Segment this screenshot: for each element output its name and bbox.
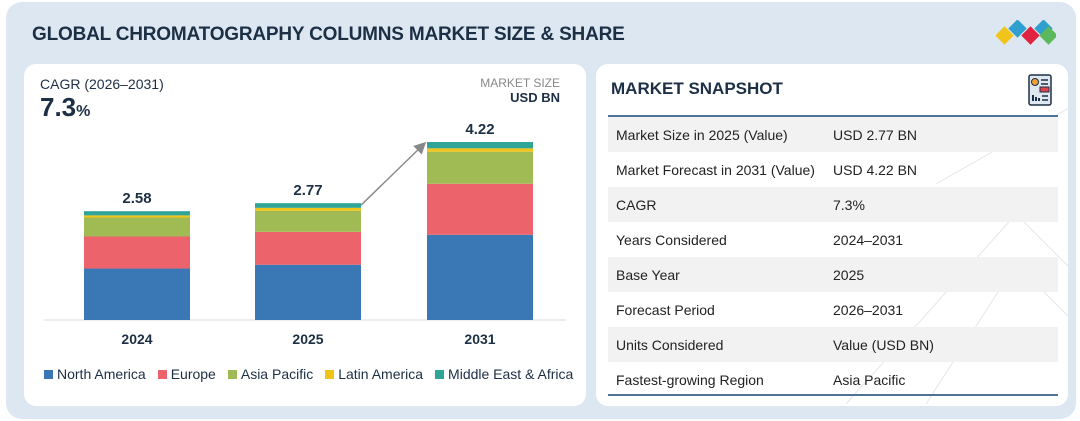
x-tick-label: 2025 [292,331,323,347]
legend-item: Europe [157,366,216,382]
bar-segment-middle-east-africa [255,203,361,208]
bar-segment-asia-pacific [84,217,190,237]
bar-segment-latin-america [84,215,190,218]
bar-segment-asia-pacific [255,210,361,232]
snapshot-row: Market Size in 2025 (Value) USD 2.77 BN [608,117,1058,152]
bar-segment-middle-east-africa [427,142,533,149]
snapshot-row-label: Forecast Period [616,301,715,318]
legend-swatch [227,369,237,379]
snapshot-row-label: Units Considered [616,336,724,353]
market-size-chart-card: CAGR (2026–2031) 7.3% MARKET SIZE USD BN… [24,64,586,406]
snapshot-row: Units Considered Value (USD BN) [608,327,1058,362]
bar-total-label: 2.58 [122,190,151,207]
legend-item: Asia Pacific [227,366,314,382]
snapshot-row-value: Value (USD BN) [833,336,934,353]
snapshot-row-label: Fastest-growing Region [616,371,764,388]
brand-diamonds-icon [996,20,1056,45]
snapshot-row: Base Year 2025 [608,257,1058,292]
snapshot-top-rule [608,115,1058,117]
market-size-unit: USD BN [510,90,560,105]
legend-label: Asia Pacific [240,366,314,382]
legend-swatch [435,369,445,379]
report-icon [1028,74,1052,106]
legend-label: Europe [170,366,216,382]
x-tick-label: 2024 [121,331,152,347]
cagr-label: CAGR (2026–2031) [40,76,164,92]
snapshot-row-value: 2025 [833,266,865,283]
bar-segment-latin-america [255,207,361,211]
snapshot-row: Years Considered 2024–2031 [608,222,1058,257]
snapshot-row: Market Forecast in 2031 (Value) USD 4.22 … [608,152,1058,187]
legend-label: Middle East & Africa [448,366,574,382]
snapshot-row-label: CAGR [616,196,657,213]
legend-item: North America [44,366,146,382]
snapshot-row-value: USD 2.77 BN [833,126,918,143]
x-tick-label: 2031 [464,331,495,347]
bar-segment-europe [255,231,361,265]
snapshot-bottom-rule [608,394,1058,396]
snapshot-row: Fastest-growing Region Asia Pacific [608,362,1058,397]
bar-segment-latin-america [427,148,533,152]
infographic-frame: GLOBAL CHROMATOGRAPHY COLUMNS MARKET SIZ… [6,2,1076,419]
legend-swatch [325,369,335,379]
snapshot-table: Market Size in 2025 (Value) USD 2.77 BN Ma… [608,117,1058,397]
cagr-value: 7.3% [40,92,90,123]
growth-arrow [360,141,427,206]
bar-segment-north-america [255,264,361,320]
stacked-bar-chart: 2.58 2024 2.77 2025 4.22 2031 [44,121,566,347]
legend-item: Latin America [325,366,423,382]
snapshot-row-label: Years Considered [616,231,727,248]
market-snapshot-card: MARKET SNAPSHOT Market Size in 2025 (Val… [596,64,1068,406]
snapshot-row: Forecast Period 2026–2031 [608,292,1058,327]
snapshot-row-value: 2024–2031 [833,231,904,248]
bar-segment-middle-east-africa [84,211,190,216]
snapshot-row-label: Base Year [616,266,680,283]
snapshot-row-value: 7.3% [833,196,865,213]
bar-segment-europe [84,236,190,269]
legend-swatch [157,369,167,379]
bar-total-label: 4.22 [465,121,494,138]
snapshot-row-value: USD 4.22 BN [833,161,918,178]
market-size-label: MARKET SIZE [480,76,560,90]
snapshot-row-value: Asia Pacific [833,371,906,388]
snapshot-row-label: Market Size in 2025 (Value) [616,126,788,143]
legend-item: Middle East & Africa [435,366,573,382]
legend-swatch [44,369,53,379]
page-title: GLOBAL CHROMATOGRAPHY COLUMNS MARKET SIZ… [32,24,625,45]
cagr-number: 7.3 [40,92,77,122]
bar-segment-asia-pacific [427,151,533,184]
bar-segment-north-america [427,234,533,320]
snapshot-row-value: 2026–2031 [833,301,904,318]
legend-label: Latin America [338,366,424,382]
bar-total-label: 2.77 [293,182,322,199]
cagr-percent-sign: % [76,103,91,120]
snapshot-row-label: Market Forecast in 2031 (Value) [616,161,815,178]
snapshot-row: CAGR 7.3% [608,187,1058,222]
bar-segment-north-america [84,268,190,320]
chart-legend: North America Europe Asia Pacific Latin Ame… [44,366,573,382]
snapshot-title: MARKET SNAPSHOT [611,79,783,98]
legend-label: North America [57,366,146,382]
bar-segment-europe [427,183,533,235]
